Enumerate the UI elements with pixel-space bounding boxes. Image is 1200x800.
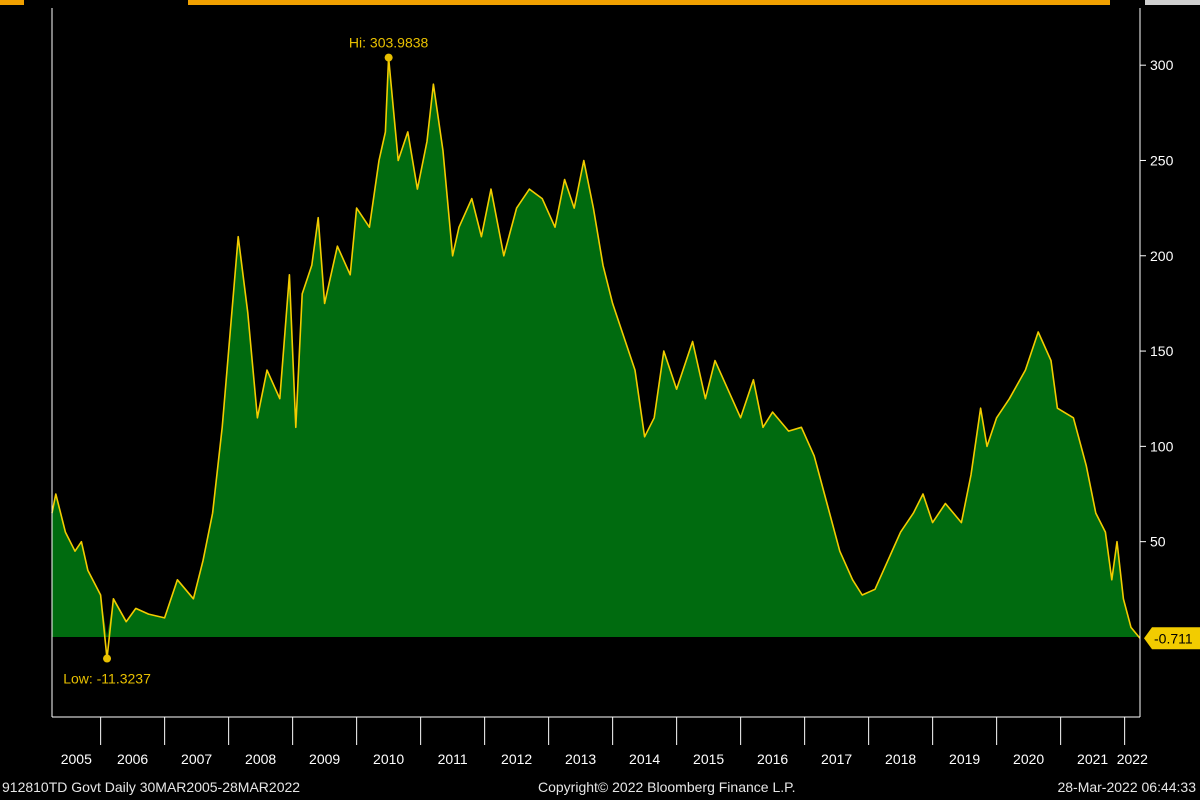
x-tick-label: 2011 (438, 751, 468, 767)
x-tick-label: 2020 (1013, 751, 1044, 767)
price-line (51, 56, 1141, 660)
low-marker (103, 654, 112, 663)
x-tick-label: 2014 (629, 751, 660, 767)
y-tick-label: 250 (1150, 152, 1174, 168)
top-accent-bar-left (0, 0, 24, 5)
last-value-label: -0.711 (1154, 630, 1193, 646)
x-tick-label: 2009 (309, 751, 340, 767)
last-value-badge: -0.711 (1144, 627, 1200, 650)
x-tick-label: 2016 (757, 751, 788, 767)
y-tick-label: 50 (1150, 534, 1166, 550)
high-label: Hi: 303.9838 (349, 35, 429, 51)
x-tick-label: 2021 (1077, 751, 1108, 767)
y-tick-label: 150 (1150, 343, 1174, 359)
x-tick-label: 2010 (373, 751, 404, 767)
x-tick-label: 2022 (1117, 751, 1148, 767)
footer-bar: 912810TD Govt Daily 30MAR2005-28MAR2022 … (0, 776, 1200, 800)
x-tick-label: 2006 (117, 751, 148, 767)
x-tick-label: 2018 (885, 751, 916, 767)
top-accent-bar-right (1145, 0, 1200, 5)
copyright-text: Copyright© 2022 Bloomberg Finance L.P. (538, 779, 796, 795)
x-tick-label: 2019 (949, 751, 980, 767)
security-description: 912810TD Govt Daily 30MAR2005-28MAR2022 (2, 779, 301, 795)
x-tick-label: 2012 (501, 751, 532, 767)
y-tick-label: 100 (1150, 438, 1174, 454)
y-tick-label: 300 (1150, 57, 1174, 73)
x-tick-label: 2007 (181, 751, 212, 767)
area-fill (52, 57, 1140, 638)
x-tick-label: 2008 (245, 751, 276, 767)
low-label: Low: -11.3237 (63, 671, 151, 687)
x-tick-label: 2017 (821, 751, 852, 767)
top-accent-bar (188, 0, 1110, 5)
x-tick-label: 2015 (693, 751, 724, 767)
annotations: Hi: 303.9838 Low: -11.3237 -0.711 (63, 35, 1200, 687)
axes: 50 100 150 200 250 300 2005 2006 2007 2008 2009 201… (51, 8, 1174, 767)
plot-area (51, 56, 1141, 660)
x-tick-label: 2013 (565, 751, 596, 767)
last-value-box (1144, 627, 1200, 650)
timestamp: 28-Mar-2022 06:44:33 (1057, 779, 1196, 795)
high-marker (384, 53, 393, 62)
x-tick-label: 2005 (61, 751, 92, 767)
y-tick-label: 200 (1150, 248, 1174, 264)
